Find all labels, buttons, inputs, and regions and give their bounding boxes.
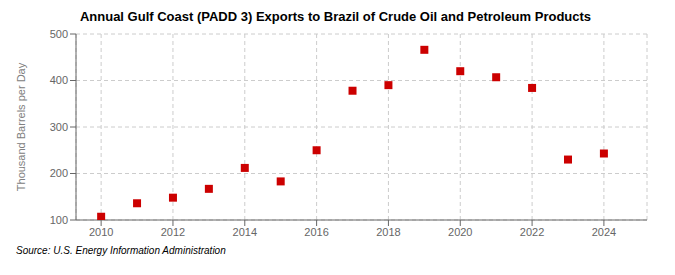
svg-text:100: 100 xyxy=(50,214,68,226)
svg-text:2018: 2018 xyxy=(376,226,400,238)
svg-text:2024: 2024 xyxy=(592,226,616,238)
svg-text:2014: 2014 xyxy=(233,226,257,238)
svg-text:2012: 2012 xyxy=(161,226,185,238)
html-text:Annual Gulf Coast (PADD 3) Exp: Annual Gulf Coast (PADD 3) Exports to Br… xyxy=(79,9,592,24)
html-text:Source: U.S. Energy Informatio: Source: U.S. Energy Information Administ… xyxy=(16,245,226,256)
svg-text:500: 500 xyxy=(50,28,68,40)
svg-text:2016: 2016 xyxy=(304,226,328,238)
svg-text:2020: 2020 xyxy=(448,226,472,238)
svg-text:200: 200 xyxy=(50,167,68,179)
svg-text:Thousand Barrels per Day: Thousand Barrels per Day xyxy=(15,62,27,191)
svg-text:2022: 2022 xyxy=(520,226,544,238)
svg-text:300: 300 xyxy=(50,121,68,133)
svg-text:400: 400 xyxy=(50,74,68,86)
svg-text:2010: 2010 xyxy=(89,226,113,238)
